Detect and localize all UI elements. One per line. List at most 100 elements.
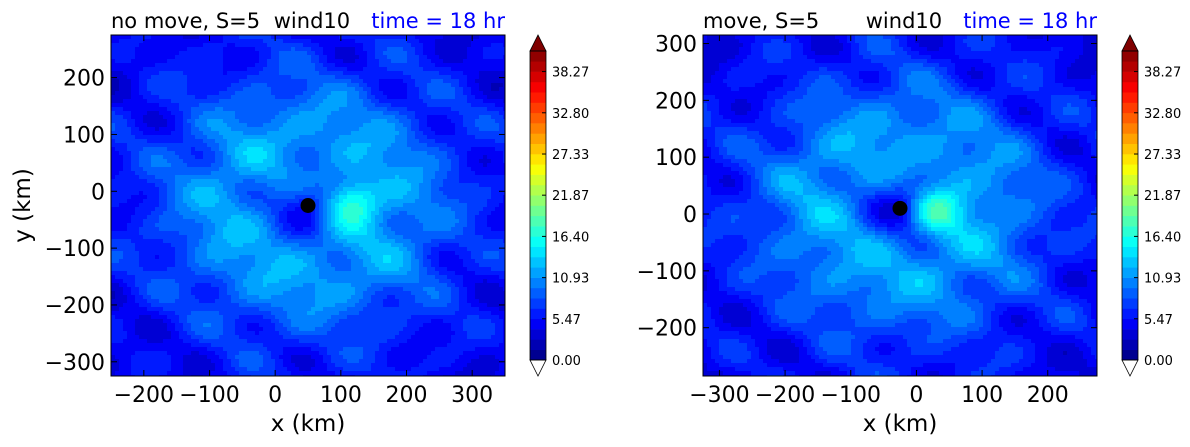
colorbar-segment [530,257,546,268]
y-tick-label: −200 [45,294,105,319]
colorbar-segment [530,184,546,196]
colorbar-segment [530,92,546,103]
title-mid: wind10 [866,9,942,33]
x-tick-label: −300 [689,383,749,408]
colorbar-tick-label: 27.33 [1144,148,1181,163]
colorbar-extend-max [529,34,547,52]
x-tick-label: 0 [268,383,282,408]
y-tick-label: 200 [655,89,697,114]
colorbar-segment [530,246,546,258]
colorbar-tick-label: 38.27 [552,66,589,81]
y-tick-label: −100 [637,260,697,285]
colorbar-segment [530,51,546,62]
y-tick-label: 0 [683,203,697,228]
colorbar-tick-label: 16.40 [1144,230,1181,245]
colorbar-segment [530,215,546,227]
colorbar-tick-label: 32.80 [1144,107,1181,122]
colorbar-segment [530,71,546,83]
x-tick-label: −200 [755,383,815,408]
colorbar-tick-label: 38.27 [1144,66,1181,81]
x-axis-label: x (km) [271,411,346,437]
colorbar-segment [1122,164,1138,175]
colorbar-segment [530,329,546,340]
colorbar-segment [1122,277,1138,289]
colorbar-segment [1122,308,1138,320]
wind-field [111,35,505,376]
colorbar-segment [1122,81,1138,93]
colorbar-segment [1122,339,1138,350]
colorbar-segment [530,164,546,175]
title-mid: wind10 [274,9,350,33]
colorbar-segment [1122,287,1138,299]
colorbar-segment [1122,215,1138,227]
title-left: move, S=5 [703,9,819,33]
colorbar-segment [1122,174,1138,186]
y-tick-label: −100 [45,237,105,262]
x-tick-label: −200 [114,383,174,408]
colorbar-segment [530,308,546,320]
colorbar: 0.00 5.47 10.93 16.40 21.87 27.33 32.80 38.27 [1121,34,1181,377]
y-tick-label: 100 [63,123,105,148]
title-right: time = 18 hr [963,9,1097,33]
colorbar-segment [1122,195,1138,206]
colorbar-tick-label: 21.87 [552,189,589,204]
colorbar-tick-label: 21.87 [1144,189,1181,204]
colorbar-segment [1122,154,1138,165]
x-tick-label: 100 [320,383,362,408]
colorbar-segment [530,195,546,206]
colorbar-segment [1122,267,1138,278]
colorbar-segment [1122,143,1138,155]
colorbar-segment [530,61,546,72]
plot-frame [702,34,1098,377]
colorbar-tick-label: 0.00 [552,354,581,369]
colorbar-segment [1122,102,1138,114]
colorbar-segment [530,154,546,165]
storm-center-marker [300,198,316,213]
colorbar-segment [1122,349,1138,361]
colorbar-segment [1122,246,1138,258]
plot-frame [110,34,506,377]
y-tick-label: 100 [655,146,697,171]
colorbar-segment [1122,184,1138,196]
colorbar-tick-label: 5.47 [552,313,581,328]
colorbar-tick-label: 10.93 [1144,272,1181,287]
colorbar-segment [530,236,546,247]
colorbar-extend-min [529,359,547,377]
y-axis-label: y (km) [10,168,36,243]
colorbar-extend-min [1121,359,1139,377]
colorbar-segment [1122,92,1138,103]
storm-center-marker [892,200,908,216]
colorbar-segment [1122,112,1138,124]
colorbar-segment [1122,133,1138,144]
colorbar-segment [530,277,546,289]
colorbar-segment [1122,205,1138,217]
colorbar-segment [530,81,546,93]
colorbar-segment [530,205,546,217]
colorbar-segment [530,298,546,309]
colorbar-tick-label: 10.93 [552,272,589,287]
colorbar-segment [530,267,546,278]
colorbar-tick-label: 16.40 [552,230,589,245]
colorbar-frame [1121,50,1139,361]
x-tick-label: 0 [909,383,923,408]
x-tick-label: 200 [1027,383,1069,408]
x-tick-label: 200 [386,383,428,408]
y-tick-label: 0 [91,180,105,205]
colorbar-segment [530,112,546,124]
x-tick-label: 100 [961,383,1003,408]
y-tick-label: 300 [655,33,697,58]
colorbar-frame [529,50,547,361]
colorbar: 0.00 5.47 10.93 16.40 21.87 27.33 32.80 38.27 [529,34,589,377]
y-tick-label: −200 [637,317,697,342]
colorbar-segment [1122,318,1138,330]
x-tick-label: 300 [451,383,493,408]
colorbar-segment [530,318,546,330]
colorbar-segment [530,143,546,155]
colorbar-segment [1122,123,1138,134]
colorbar-tick-label: 27.33 [552,148,589,163]
colorbar-segment [1122,329,1138,340]
colorbar-segment [530,226,546,237]
title-right: time = 18 hr [371,9,505,33]
